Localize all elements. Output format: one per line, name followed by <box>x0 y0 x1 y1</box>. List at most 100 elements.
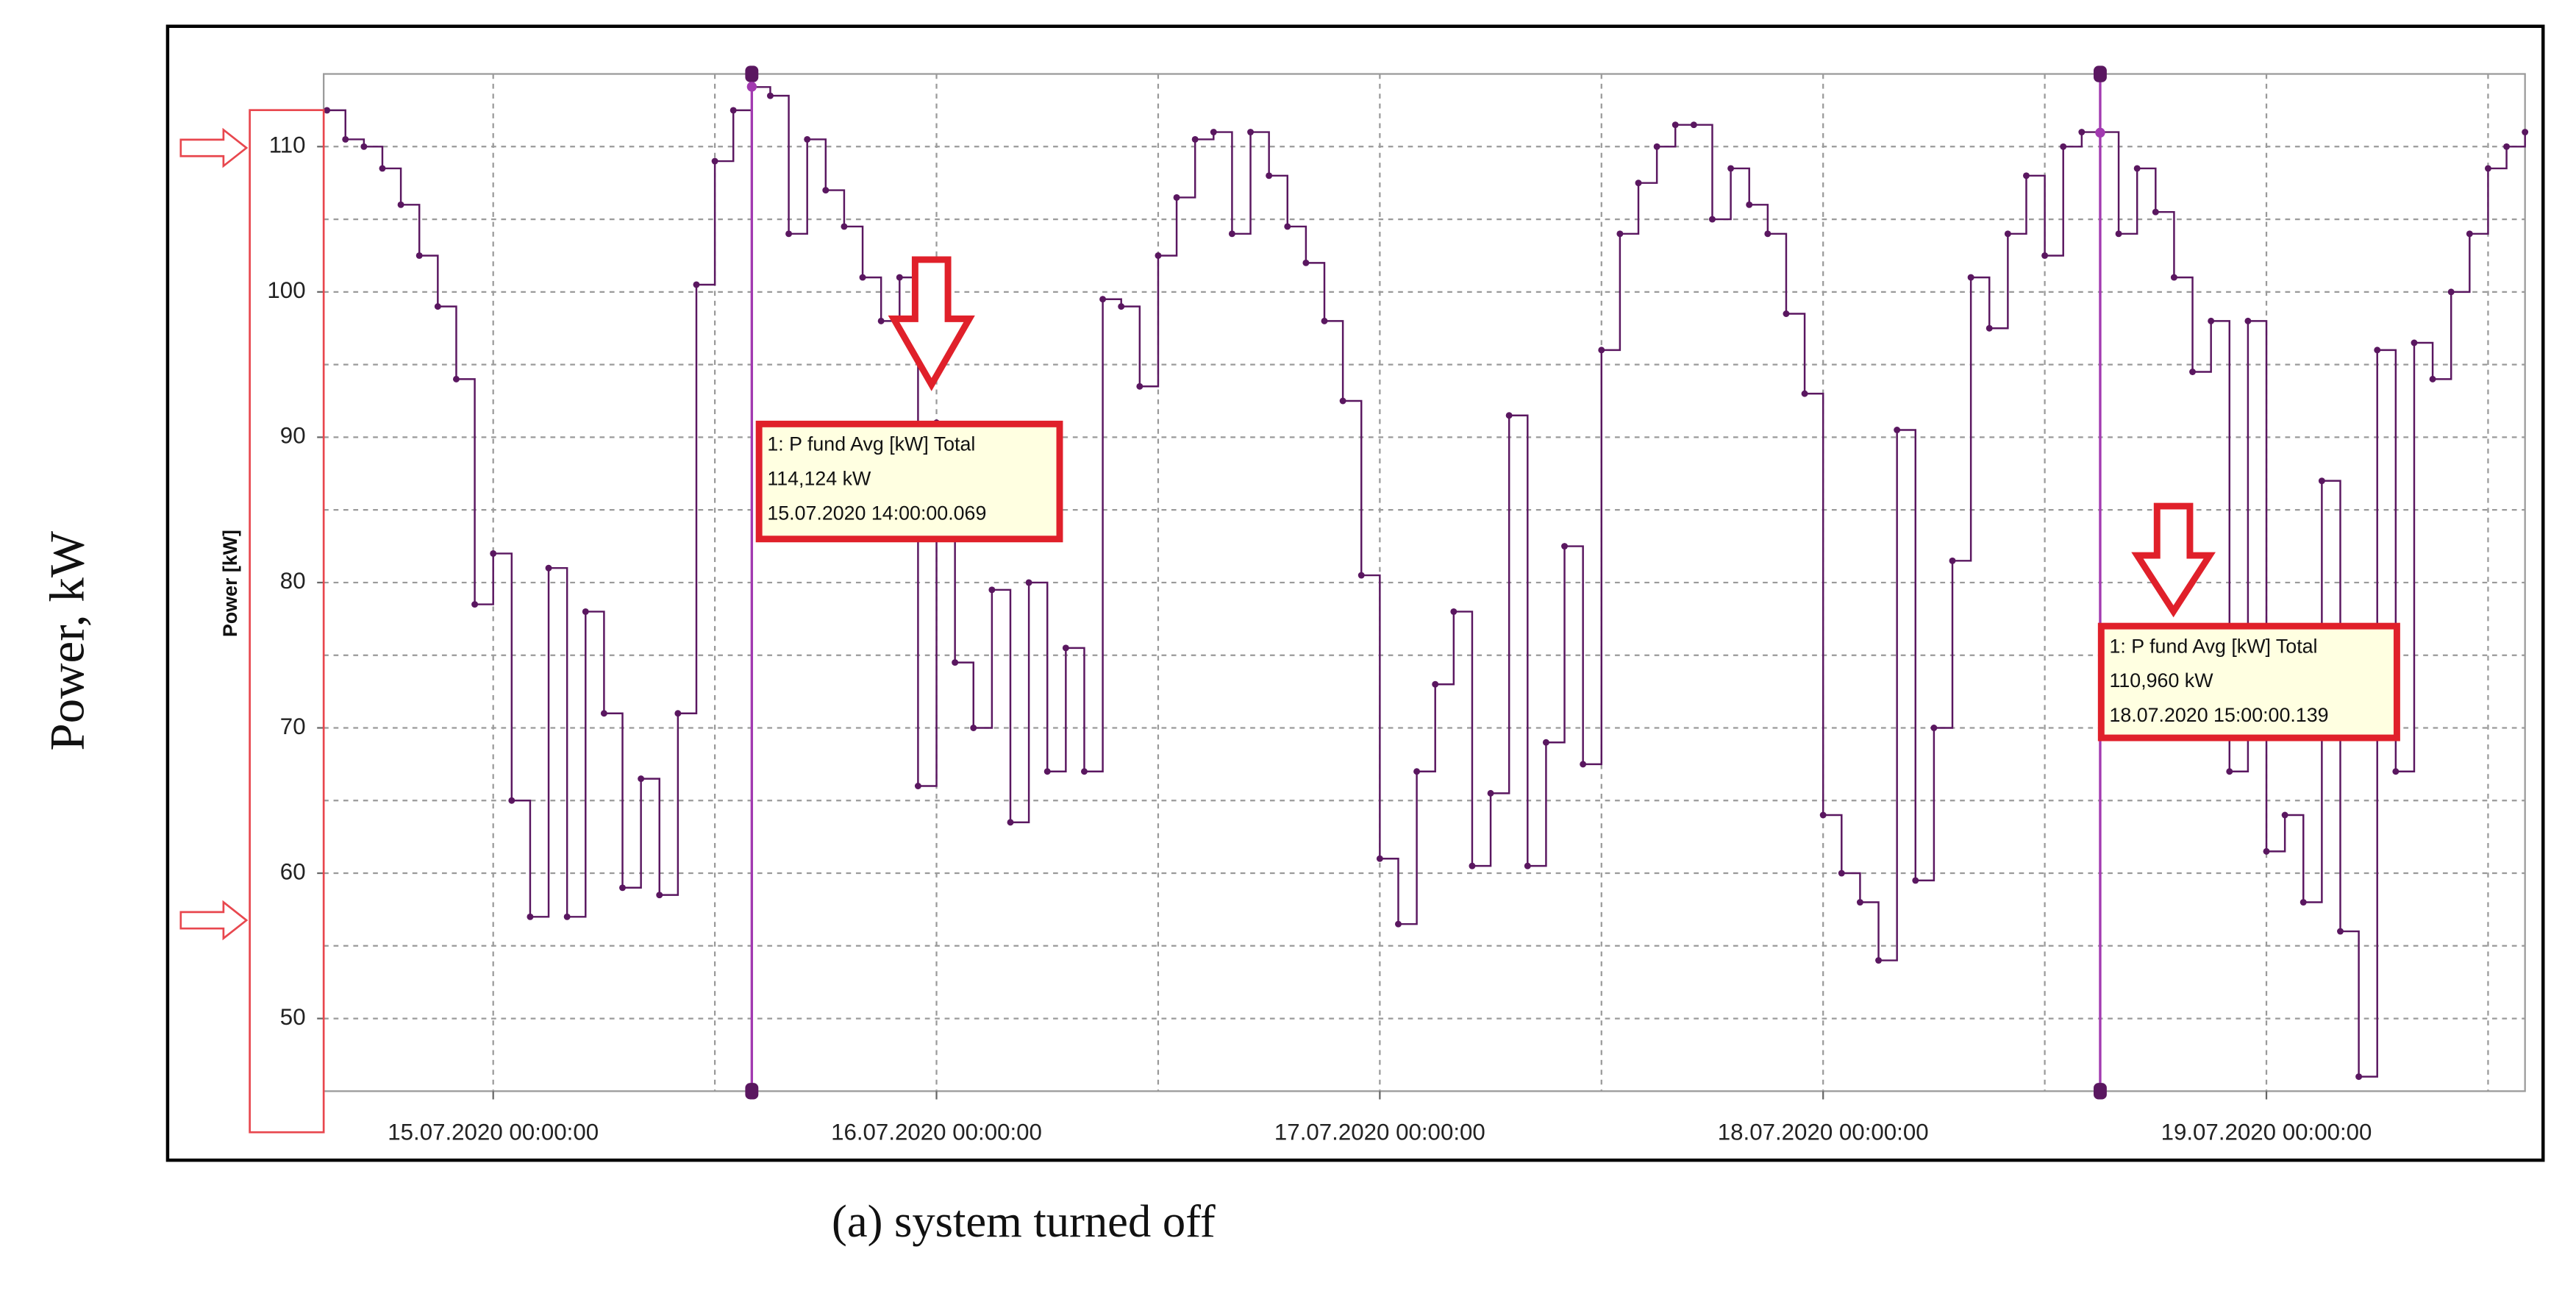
x-tick-label: 15.07.2020 00:00:00 <box>388 1120 599 1145</box>
data-point <box>1099 296 1107 303</box>
data-point <box>1542 739 1549 746</box>
data-point <box>324 107 331 114</box>
tooltip-text: 15.07.2020 14:00:00.069 <box>767 502 986 524</box>
data-point <box>600 710 607 717</box>
data-point <box>1007 819 1014 826</box>
data-point <box>1671 121 1679 129</box>
data-point <box>2466 230 2473 238</box>
data-point <box>1321 317 1328 324</box>
data-point <box>2208 317 2215 324</box>
x-tick-label: 17.07.2020 00:00:00 <box>1274 1120 1485 1145</box>
data-point <box>471 601 479 608</box>
cursor-handle <box>745 1083 759 1100</box>
data-point <box>859 274 866 281</box>
data-point <box>2226 768 2233 775</box>
data-point <box>1228 230 1235 238</box>
data-point <box>1653 143 1660 150</box>
data-point <box>1912 877 1919 884</box>
data-point <box>729 107 737 114</box>
y-tick-label: 70 <box>280 714 306 739</box>
data-point <box>1357 572 1365 579</box>
data-point <box>1709 216 1716 223</box>
data-point <box>415 252 423 259</box>
data-point <box>1450 608 1458 615</box>
data-point <box>2355 1073 2363 1081</box>
data-point <box>2170 274 2177 281</box>
data-point <box>1136 383 1143 390</box>
data-point <box>2152 208 2159 216</box>
cursor-point <box>746 82 757 92</box>
data-point <box>2263 847 2270 855</box>
data-point <box>1062 644 1069 652</box>
data-point <box>638 775 645 783</box>
data-point <box>1967 274 1974 281</box>
data-point <box>2447 288 2455 296</box>
data-point <box>766 92 774 99</box>
data-point <box>1856 899 1863 906</box>
tooltip-text: 1: P fund Avg [kW] Total <box>767 433 975 455</box>
data-point <box>1247 129 1254 136</box>
data-point <box>2392 768 2400 775</box>
data-point <box>379 165 386 172</box>
data-point <box>1413 768 1421 775</box>
y-axis-label: Power [kW] <box>219 530 241 637</box>
data-point <box>1191 135 1199 143</box>
data-point <box>1875 957 1883 964</box>
data-point <box>1727 165 1735 172</box>
tooltip-text: 114,124 kW <box>767 467 871 489</box>
data-point <box>490 550 497 557</box>
y-tick-label: 100 <box>267 277 305 303</box>
cursor-handle <box>2094 65 2107 82</box>
data-point <box>804 135 811 143</box>
data-point <box>2060 143 2067 150</box>
data-point <box>674 710 682 717</box>
tooltips: 1: P fund Avg [kW] Total 114,124 kW 15.07.… <box>755 420 2400 741</box>
data-point <box>2133 165 2141 172</box>
tooltip-box <box>755 420 1063 543</box>
caption: (a) system turned off <box>832 1195 1216 1247</box>
plot <box>324 65 2529 1100</box>
data-point <box>1690 121 1697 129</box>
tooltip-text: 110,960 kW <box>2109 669 2213 691</box>
data-point <box>2503 143 2511 150</box>
data-point <box>711 157 718 165</box>
data-point <box>1616 230 1624 238</box>
data-point <box>1339 397 1346 405</box>
data-point <box>1155 252 1162 259</box>
data-point <box>2115 230 2122 238</box>
tooltip-text: 18.07.2020 15:00:00.139 <box>2109 704 2328 726</box>
data-point <box>1894 427 1901 433</box>
data-point <box>877 317 885 324</box>
data-point <box>1930 725 1938 731</box>
data-point <box>619 884 626 892</box>
data-point <box>582 608 589 615</box>
data-point <box>2041 252 2049 259</box>
data-point <box>1118 303 1125 310</box>
data-point <box>2189 369 2197 375</box>
data-point <box>2522 129 2529 136</box>
small-arrow <box>179 900 249 941</box>
tooltip-text: 1: P fund Avg [kW] Total <box>2109 635 2317 657</box>
data-point <box>2023 172 2030 179</box>
data-point <box>1043 768 1051 775</box>
data-point <box>1635 179 1642 187</box>
data-point <box>1580 761 1587 768</box>
cursor-handle <box>2094 1083 2107 1100</box>
data-point <box>1801 390 1808 397</box>
y-tick-label: 110 <box>269 132 306 158</box>
data-point <box>1302 259 1310 266</box>
data-point <box>397 201 404 208</box>
data-point <box>1376 855 1383 862</box>
data-point <box>1487 789 1494 797</box>
big-arrow <box>888 256 975 391</box>
tooltip-box <box>2097 622 2400 741</box>
data-point <box>2281 811 2288 819</box>
data-point <box>434 303 441 310</box>
y-tick-label: 90 <box>280 423 306 449</box>
outer-y-label: Power, kW <box>40 530 95 751</box>
data-point <box>1266 172 1273 179</box>
data-point <box>2411 339 2418 346</box>
data-point <box>342 135 349 143</box>
